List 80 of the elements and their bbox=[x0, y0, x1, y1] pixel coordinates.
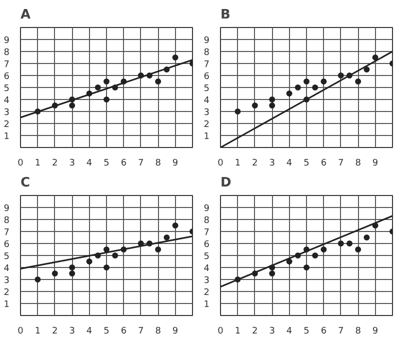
y-tick-label: 1 bbox=[4, 300, 10, 310]
y-tick-label: 1 bbox=[4, 132, 10, 142]
y-tick-label: 9 bbox=[4, 36, 10, 46]
x-tick-label: 8 bbox=[355, 158, 362, 168]
chart-title: B bbox=[220, 8, 230, 22]
x-tick-label: 7 bbox=[338, 158, 344, 168]
x-tick-label: 2 bbox=[252, 326, 258, 336]
x-tick-label: 9 bbox=[372, 158, 378, 168]
x-tick-label: 0 bbox=[218, 326, 224, 336]
x-tick-label: 1 bbox=[234, 326, 241, 336]
x-tick-label: 0 bbox=[18, 326, 24, 336]
chart-title: C bbox=[20, 176, 30, 190]
y-tick-label: 5 bbox=[204, 252, 210, 262]
x-tick-label: 8 bbox=[155, 158, 162, 168]
y-tick-label: 8 bbox=[204, 48, 210, 58]
x-tick-label: 1 bbox=[34, 158, 41, 168]
y-tick-label: 9 bbox=[204, 36, 210, 46]
y-tick-label: 9 bbox=[4, 204, 10, 214]
x-tick-label: 5 bbox=[304, 158, 310, 168]
x-tick-label: 9 bbox=[172, 158, 178, 168]
x-tick-label: 4 bbox=[286, 326, 292, 336]
x-tick-label: 3 bbox=[269, 158, 275, 168]
x-tick-label: 5 bbox=[104, 326, 110, 336]
y-tick-label: 9 bbox=[204, 204, 210, 214]
x-tick-label: 2 bbox=[52, 158, 58, 168]
x-tick-label: 6 bbox=[320, 326, 327, 336]
y-tick-label: 8 bbox=[4, 216, 10, 226]
x-tick-label: 7 bbox=[338, 326, 344, 336]
y-tick-label: 4 bbox=[4, 96, 10, 106]
x-tick-label: 3 bbox=[69, 326, 75, 336]
y-tick-label: 3 bbox=[204, 276, 210, 286]
x-tick-label: 6 bbox=[120, 158, 127, 168]
y-tick-label: 6 bbox=[204, 72, 210, 82]
y-tick-label: 5 bbox=[4, 252, 10, 262]
x-tick-label: 3 bbox=[69, 158, 75, 168]
chart-title: A bbox=[20, 8, 31, 22]
x-tick-label: 5 bbox=[104, 158, 110, 168]
y-tick-label: 8 bbox=[204, 216, 210, 226]
y-tick-label: 5 bbox=[4, 84, 10, 94]
y-tick-label: 6 bbox=[4, 72, 10, 82]
x-tick-label: 4 bbox=[86, 158, 92, 168]
y-tick-label: 6 bbox=[4, 240, 10, 250]
x-tick-label: 6 bbox=[120, 326, 127, 336]
x-tick-label: 9 bbox=[372, 326, 378, 336]
x-tick-label: 6 bbox=[320, 158, 327, 168]
x-tick-label: 9 bbox=[172, 326, 178, 336]
x-tick-label: 0 bbox=[18, 158, 24, 168]
y-tick-label: 1 bbox=[204, 300, 210, 310]
x-tick-label: 2 bbox=[252, 158, 258, 168]
y-tick-label: 7 bbox=[4, 228, 10, 238]
y-tick-label: 3 bbox=[204, 108, 210, 118]
x-tick-label: 4 bbox=[86, 326, 92, 336]
y-tick-label: 1 bbox=[204, 132, 210, 142]
y-tick-label: 6 bbox=[204, 240, 210, 250]
x-tick-label: 1 bbox=[234, 158, 241, 168]
y-tick-label: 3 bbox=[4, 276, 10, 286]
chart-title: D bbox=[220, 176, 232, 190]
x-tick-label: 5 bbox=[304, 326, 310, 336]
x-tick-label: 0 bbox=[218, 158, 224, 168]
y-tick-label: 4 bbox=[204, 96, 210, 106]
x-tick-label: 3 bbox=[269, 326, 275, 336]
y-tick-label: 4 bbox=[4, 264, 10, 274]
y-tick-label: 3 bbox=[4, 108, 10, 118]
x-tick-label: 8 bbox=[355, 326, 362, 336]
y-tick-label: 7 bbox=[4, 60, 10, 70]
y-tick-label: 2 bbox=[204, 288, 210, 298]
y-tick-label: 2 bbox=[204, 120, 210, 130]
y-tick-label: 7 bbox=[204, 60, 210, 70]
y-tick-label: 2 bbox=[4, 120, 10, 130]
y-tick-label: 8 bbox=[4, 48, 10, 58]
y-tick-label: 2 bbox=[4, 288, 10, 298]
x-tick-label: 7 bbox=[138, 326, 144, 336]
y-tick-label: 7 bbox=[204, 228, 210, 238]
x-tick-label: 4 bbox=[286, 158, 292, 168]
x-tick-label: 7 bbox=[138, 158, 144, 168]
y-tick-label: 4 bbox=[204, 264, 210, 274]
x-tick-label: 8 bbox=[155, 326, 162, 336]
x-tick-label: 2 bbox=[52, 326, 58, 336]
x-tick-label: 1 bbox=[34, 326, 41, 336]
y-tick-label: 5 bbox=[204, 84, 210, 94]
